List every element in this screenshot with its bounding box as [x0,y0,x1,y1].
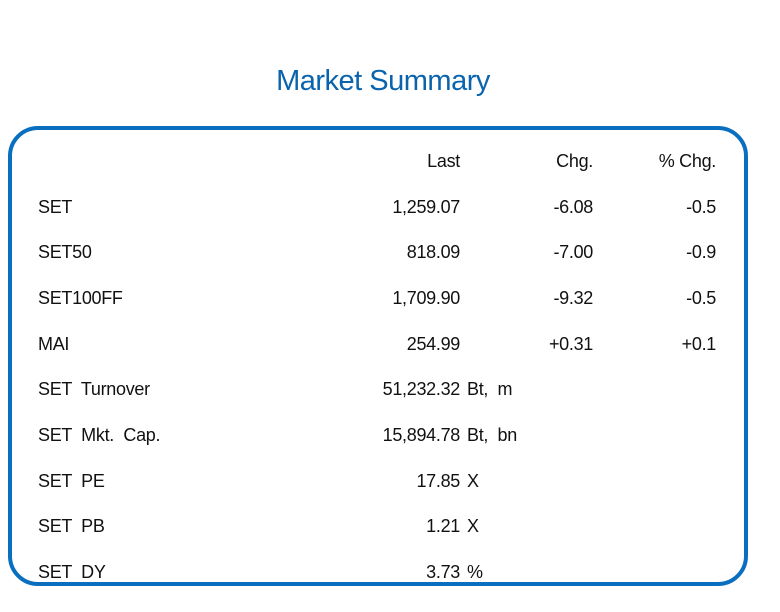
row-chg: -9.32 [553,288,593,308]
row-name: MAI [38,334,70,354]
row-name: SET PB [38,516,105,536]
row-name: SET [38,197,73,217]
row-last: 15,894.78 [382,425,461,445]
row-last: 17.85 [416,471,460,491]
row-unit: Bt, bn [467,425,517,445]
row-name: SET Mkt. Cap. [38,425,161,445]
row-name: SET Turnover [38,379,150,399]
row-chg: +0.31 [548,334,593,354]
row-last: 3.73 [426,562,460,582]
row-pct-chg: +0.1 [681,334,717,354]
row-last: 51,232.32 [382,379,461,399]
row-pct-chg: -0.5 [686,197,716,217]
row-pct-chg: -0.5 [686,288,716,308]
row-last: 1.21 [426,516,460,536]
row-unit: Bt, m [467,379,513,399]
market-summary-panel [8,126,748,586]
row-last: 1,709.90 [392,288,460,308]
row-unit: X [467,516,479,536]
row-name: SET50 [38,242,92,262]
row-name: SET DY [38,562,106,582]
row-name: SET PE [38,471,105,491]
row-chg: -6.08 [553,197,593,217]
row-chg: -7.00 [553,242,593,262]
row-unit: X [467,471,479,491]
row-pct-chg: -0.9 [686,242,716,262]
row-last: 254.99 [406,334,461,354]
header-last: Last [427,151,460,171]
row-last: 818.09 [406,242,461,262]
header-pct-chg: % Chg. [658,151,717,171]
row-last: 1,259.07 [392,197,460,217]
page-title: Market Summary [276,65,490,97]
row-unit: % [467,562,483,582]
row-name: SET100FF [38,288,123,308]
header-chg: Chg. [556,151,593,171]
